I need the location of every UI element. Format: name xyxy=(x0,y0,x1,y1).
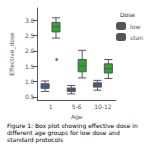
svg-text:Dose: Dose xyxy=(120,11,135,18)
svg-text:1.5: 1.5 xyxy=(25,63,35,70)
svg-text:Effective_dose: Effective_dose xyxy=(8,32,16,76)
svg-text:2.0: 2.0 xyxy=(25,47,35,54)
svg-text:low: low xyxy=(130,23,140,30)
svg-text:stan: stan xyxy=(130,34,143,41)
svg-text:different age groups for low d: different age groups for low dose and xyxy=(7,129,120,136)
svg-text:standard protocols: standard protocols xyxy=(7,136,63,144)
svg-text:2.5: 2.5 xyxy=(25,32,35,39)
svg-text:3.0: 3.0 xyxy=(25,17,35,24)
svg-text:5-6: 5-6 xyxy=(72,103,82,110)
svg-text:Age: Age xyxy=(71,113,83,121)
svg-text:10-12: 10-12 xyxy=(94,103,112,110)
svg-text:0.5: 0.5 xyxy=(25,93,35,100)
svg-text:Figure 1: Box plot showing eff: Figure 1: Box plot showing effective dos… xyxy=(7,122,140,129)
svg-text:1: 1 xyxy=(49,103,53,110)
svg-text:1.0: 1.0 xyxy=(25,78,35,85)
